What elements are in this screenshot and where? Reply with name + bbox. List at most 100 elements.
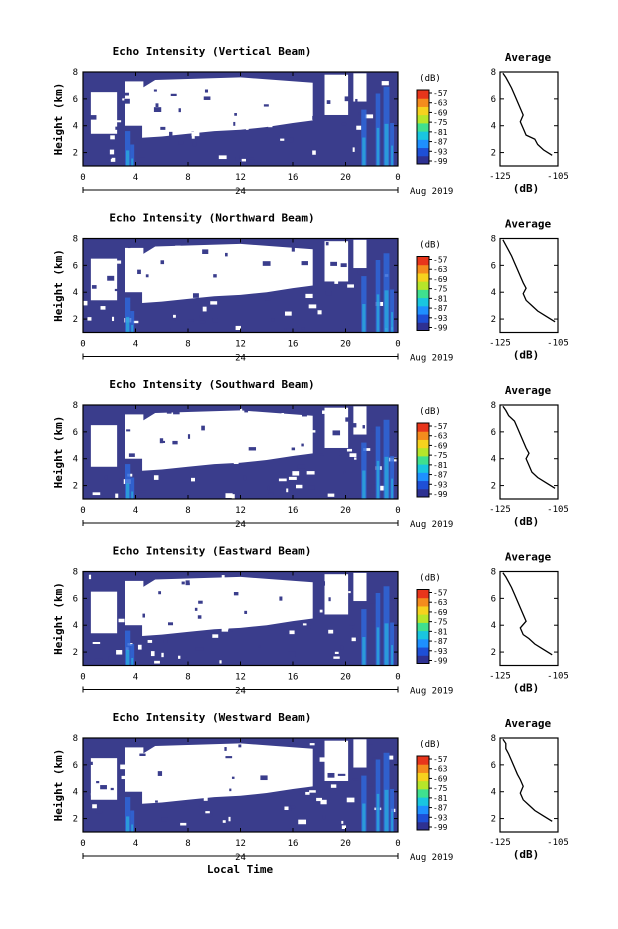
colorbar-tick-label: -57 <box>433 422 448 431</box>
echo-speckle <box>197 615 202 619</box>
echo-speckle <box>166 411 172 414</box>
echo-speckle <box>356 125 362 130</box>
no-echo-region <box>125 414 144 459</box>
echo-speckle <box>305 293 313 299</box>
echo-speckle <box>278 478 287 482</box>
echo-speckle <box>268 492 274 495</box>
x-tick-label: 20 <box>340 839 351 849</box>
colorbar-segment <box>417 447 429 457</box>
echo-speckle <box>189 580 193 583</box>
echo-speckle <box>158 591 162 595</box>
echo-speckle <box>178 140 184 145</box>
x-tick-label: 0 <box>395 173 400 183</box>
colorbar-segment <box>417 98 429 107</box>
echo-speckle <box>242 781 250 786</box>
echo-speckle <box>345 417 353 422</box>
echo-speckle <box>194 607 198 611</box>
strong-echo-column <box>130 144 135 166</box>
echo-speckle <box>162 440 166 443</box>
echo-speckle <box>163 637 168 643</box>
strong-echo-column <box>130 810 135 832</box>
echo-speckle <box>301 261 308 266</box>
echo-speckle <box>358 112 362 115</box>
echo-speckle <box>144 759 148 765</box>
profile-x-axis-label: (dB) <box>513 182 540 195</box>
echo-speckle <box>263 104 269 107</box>
echo-speckle <box>121 775 129 780</box>
echo-speckle <box>145 274 149 278</box>
echo-speckle <box>250 613 259 618</box>
colorbar-tick-label: -81 <box>433 128 448 137</box>
echo-speckle <box>192 293 199 298</box>
echo-speckle <box>284 327 287 331</box>
echo-speckle <box>225 756 233 759</box>
colorbar-tick-label: -99 <box>433 657 448 666</box>
echo-speckle <box>317 310 322 315</box>
x-tick-label: 20 <box>340 506 351 516</box>
colorbar-segment <box>417 813 429 823</box>
no-echo-region <box>90 758 118 800</box>
strong-echo-core <box>131 824 134 832</box>
echo-speckle <box>152 260 159 263</box>
date-day: 24 <box>235 187 246 197</box>
echo-speckle <box>236 82 243 87</box>
echo-speckle <box>341 820 344 824</box>
echo-speckle <box>172 440 178 445</box>
colorbar-tick-label: -57 <box>433 256 448 265</box>
profile-y-tick-label: 2 <box>491 815 496 825</box>
colorbar-tick-label: -99 <box>433 823 448 832</box>
x-tick-label: 4 <box>133 173 138 183</box>
echo-speckle <box>387 596 396 601</box>
echo-speckle <box>145 786 152 790</box>
echo-speckle <box>355 98 358 103</box>
colorbar-segment <box>417 322 429 331</box>
echo-speckle <box>173 412 180 415</box>
y-tick-label: 6 <box>73 428 78 438</box>
strong-echo-column <box>130 644 135 666</box>
echo-speckle <box>349 453 357 457</box>
x-tick-label: 4 <box>133 506 138 516</box>
echo-speckle <box>299 593 303 599</box>
colorbar-unit: (dB) <box>419 407 441 417</box>
no-echo-region <box>125 747 144 792</box>
echo-speckle <box>352 423 357 428</box>
strong-echo-core <box>362 637 366 666</box>
colorbar-segment <box>417 139 429 149</box>
echo-speckle <box>303 440 307 445</box>
echo-speckle <box>290 137 294 143</box>
strong-echo-core <box>126 150 130 166</box>
strong-echo-core <box>131 324 134 333</box>
echo-speckle <box>327 493 335 497</box>
heatmap <box>82 737 399 833</box>
colorbar-segment <box>417 622 429 632</box>
echo-speckle <box>381 81 389 86</box>
colorbar-tick-label: -81 <box>433 461 448 470</box>
colorbar-tick-label: -81 <box>433 794 448 803</box>
no-echo-region <box>324 407 349 448</box>
echo-speckle <box>330 784 337 788</box>
echo-speckle <box>113 260 122 264</box>
x-tick-label: 16 <box>288 173 299 183</box>
echo-speckle <box>233 592 239 596</box>
echo-speckle <box>316 764 321 769</box>
strong-echo-core <box>126 649 130 666</box>
echo-speckle <box>87 317 92 321</box>
profile-line <box>502 738 553 822</box>
echo-speckle <box>287 248 291 251</box>
colorbar-tick-label: -57 <box>433 755 448 764</box>
colorbar-segment <box>417 264 429 274</box>
colorbar-segment <box>417 455 429 465</box>
profile-line <box>502 572 553 656</box>
echo-speckle <box>348 591 351 594</box>
strong-echo-core <box>391 312 394 333</box>
echo-speckle <box>346 448 353 452</box>
x-tick-label: 12 <box>235 839 246 849</box>
echo-speckle <box>219 660 222 664</box>
echo-speckle <box>85 761 93 765</box>
echo-speckle <box>371 428 376 432</box>
y-tick-label: 8 <box>73 568 78 578</box>
colorbar: (dB) -57-63-69-75-81-87-93-99 <box>416 241 448 333</box>
colorbar-tick-label: -87 <box>433 304 448 313</box>
profile-x-tick-label: -125 <box>489 505 511 515</box>
profile-x-tick-label: -105 <box>547 505 569 515</box>
